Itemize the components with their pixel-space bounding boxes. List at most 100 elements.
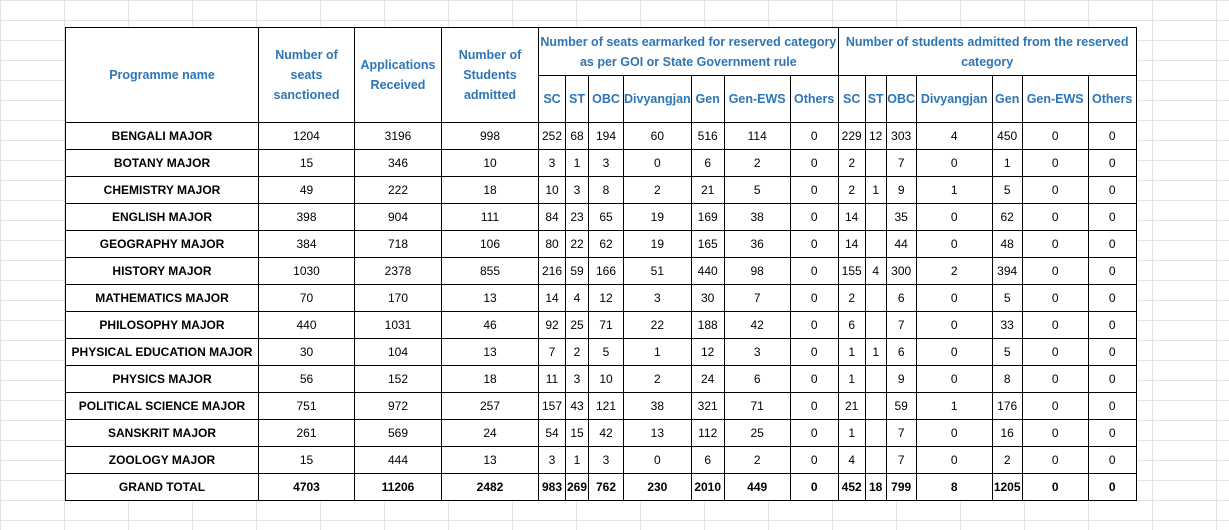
admitted-obc-cell: 59 — [885, 392, 917, 420]
earmarked-divyangjan-cell: 0 — [623, 446, 692, 474]
earmarked-gen-cell: 165 — [690, 230, 725, 258]
admitted-st-cell: 1 — [864, 338, 887, 366]
earmarked-gen-ews-cell: 7 — [723, 284, 791, 312]
earmarked-others-cell: 0 — [789, 203, 839, 231]
admitted-divyangjan-cell: 0 — [915, 203, 993, 231]
earmarked-gen-cell: 516 — [690, 122, 725, 150]
earmarked-gen-cell: 24 — [690, 365, 725, 393]
applications-received-cell: 170 — [354, 284, 442, 312]
admitted-sc-cell: 14 — [837, 230, 866, 258]
earmarked-gen-cell: 21 — [690, 176, 725, 204]
admitted-gen-ews-cell: 0 — [1021, 338, 1089, 366]
admitted-obc-cell: 7 — [885, 446, 917, 474]
table-row: BOTANY MAJOR 15 346 10 3 1 3 0 6 2 0 2 7 0 1 0 0 — [65, 149, 1137, 177]
table-row: CHEMISTRY MAJOR 49 222 18 10 3 8 2 21 5 0 2 1 9 1 5 0 0 — [65, 176, 1137, 204]
table-row: PHYSICAL EDUCATION MAJOR 30 104 13 7 2 5 1 12 3 0 1… — [65, 338, 1137, 366]
earmarked-obc-cell: 166 — [588, 257, 624, 285]
admitted-st-cell — [864, 149, 887, 177]
subheader-obc: OBC — [588, 75, 624, 123]
admitted-obc-cell: 799 — [885, 473, 917, 501]
earmarked-others-cell: 0 — [789, 365, 839, 393]
earmarked-obc-cell: 5 — [588, 338, 624, 366]
earmarked-others-cell: 0 — [789, 338, 839, 366]
admitted-divyangjan-cell: 0 — [915, 446, 993, 474]
seats-sanctioned-cell: 15 — [258, 446, 355, 474]
subheader-gen: Gen — [690, 75, 725, 123]
admitted-others-cell: 0 — [1087, 473, 1137, 501]
applications-received-cell: 904 — [354, 203, 442, 231]
admitted-gen-ews-cell: 0 — [1021, 284, 1089, 312]
admitted-gen-cell: 5 — [991, 284, 1023, 312]
earmarked-st-cell: 15 — [565, 419, 589, 447]
earmarked-obc-cell: 3 — [588, 149, 624, 177]
earmarked-others-cell: 0 — [789, 473, 839, 501]
applications-received-cell: 1031 — [354, 311, 442, 339]
admitted-gen-ews-cell: 0 — [1021, 311, 1089, 339]
earmarked-gen-ews-cell: 2 — [723, 149, 791, 177]
programme-name-cell: BOTANY MAJOR — [65, 149, 259, 177]
admitted-sc-cell: 2 — [837, 149, 866, 177]
earmarked-obc-cell: 12 — [588, 284, 624, 312]
earmarked-st-cell: 2 — [565, 338, 589, 366]
earmarked-divyangjan-cell: 51 — [623, 257, 692, 285]
earmarked-gen-cell: 188 — [690, 311, 725, 339]
earmarked-obc-cell: 42 — [588, 419, 624, 447]
earmarked-sc-cell: 84 — [538, 203, 566, 231]
admitted-sc-cell: 2 — [837, 176, 866, 204]
applications-received-cell: 718 — [354, 230, 442, 258]
earmarked-gen-ews-cell: 36 — [723, 230, 791, 258]
admitted-others-cell: 0 — [1087, 419, 1137, 447]
admitted-gen-ews-cell: 0 — [1021, 257, 1089, 285]
seats-sanctioned-cell: 30 — [258, 338, 355, 366]
table-row: HISTORY MAJOR 1030 2378 855 216 59 166 51 440 98 0… — [65, 257, 1137, 285]
seats-sanctioned-cell: 1204 — [258, 122, 355, 150]
programme-name-cell: CHEMISTRY MAJOR — [65, 176, 259, 204]
earmarked-st-cell: 269 — [565, 473, 589, 501]
earmarked-st-cell: 23 — [565, 203, 589, 231]
admitted-gen-ews-cell: 0 — [1021, 392, 1089, 420]
earmarked-divyangjan-cell: 19 — [623, 203, 692, 231]
admitted-sc-cell: 452 — [837, 473, 866, 501]
subheader-gen: Gen — [991, 75, 1023, 123]
admitted-st-cell: 12 — [864, 122, 887, 150]
admitted-gen-ews-cell: 0 — [1021, 122, 1089, 150]
earmarked-divyangjan-cell: 19 — [623, 230, 692, 258]
subheader-gen-ews: Gen-EWS — [1021, 75, 1089, 123]
earmarked-gen-ews-cell: 25 — [723, 419, 791, 447]
earmarked-others-cell: 0 — [789, 176, 839, 204]
table-body: BENGALI MAJOR 1204 3196 998 252 68 194 60 516 114… — [65, 122, 1137, 501]
admitted-others-cell: 0 — [1087, 176, 1137, 204]
seats-sanctioned-cell: 261 — [258, 419, 355, 447]
subheader-sc: SC — [538, 75, 566, 123]
earmarked-st-cell: 4 — [565, 284, 589, 312]
seats-sanctioned-cell: 1030 — [258, 257, 355, 285]
earmarked-sc-cell: 54 — [538, 419, 566, 447]
admitted-divyangjan-cell: 1 — [915, 392, 993, 420]
admitted-st-cell — [864, 284, 887, 312]
admitted-gen-ews-cell: 0 — [1021, 149, 1089, 177]
seats-sanctioned-cell: 15 — [258, 149, 355, 177]
admitted-gen-cell: 5 — [991, 338, 1023, 366]
admitted-others-cell: 0 — [1087, 257, 1137, 285]
admitted-sc-cell: 1 — [837, 365, 866, 393]
admitted-others-cell: 0 — [1087, 338, 1137, 366]
applications-received-cell: 104 — [354, 338, 442, 366]
earmarked-st-cell: 3 — [565, 176, 589, 204]
subheader-others: Others — [1087, 75, 1137, 123]
earmarked-gen-ews-cell: 98 — [723, 257, 791, 285]
admitted-obc-cell: 7 — [885, 149, 917, 177]
header-earmarked-group: Number of seats earmarked for reserved c… — [538, 27, 839, 76]
admitted-obc-cell: 6 — [885, 338, 917, 366]
programme-name-cell: MATHEMATICS MAJOR — [65, 284, 259, 312]
seats-sanctioned-cell: 398 — [258, 203, 355, 231]
admitted-divyangjan-cell: 4 — [915, 122, 993, 150]
earmarked-sc-cell: 157 — [538, 392, 566, 420]
students-admitted-cell: 106 — [441, 230, 539, 258]
seats-sanctioned-cell: 440 — [258, 311, 355, 339]
earmarked-others-cell: 0 — [789, 284, 839, 312]
earmarked-sc-cell: 11 — [538, 365, 566, 393]
admitted-obc-cell: 35 — [885, 203, 917, 231]
earmarked-obc-cell: 71 — [588, 311, 624, 339]
earmarked-divyangjan-cell: 2 — [623, 365, 692, 393]
earmarked-gen-ews-cell: 3 — [723, 338, 791, 366]
